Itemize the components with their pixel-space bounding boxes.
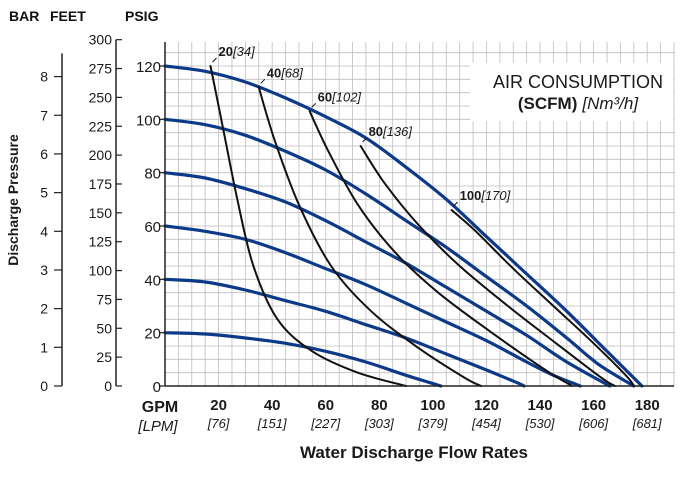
x-tick-label-gpm: 180 [635,397,660,414]
x-tick-label-gpm: 40 [264,397,281,414]
x-tick-label-gpm: 80 [371,397,388,414]
air-curve-label-20: 20[34] [219,44,256,59]
x-tick-label-lpm: [379] [417,416,447,431]
x-tick-label-gpm: 140 [528,397,553,414]
feet-tick-label: 0 [104,378,112,394]
air-curve-60 [308,110,574,387]
psig-tick-label: 0 [153,379,161,396]
bar-axis-header: BAR [9,8,39,24]
air-curve-label-metric: [68] [280,65,303,80]
x-tick-label-lpm: [530] [525,416,555,431]
axes-layer: 0204060801001200255075100125150175200225… [40,32,674,431]
air-curve-100 [450,209,635,387]
air-curve-label-metric: [34] [232,44,255,59]
feet-tick-label: 175 [89,176,113,192]
air-curve-80 [359,145,617,387]
x-tick-label-gpm: 100 [420,397,445,414]
x-tick-label-lpm: [76] [207,416,230,431]
air-curve-label-metric: [136] [382,124,412,139]
x-tick-label-gpm: 60 [317,397,334,414]
x-tick-label-gpm: 160 [581,397,606,414]
feet-tick-label: 225 [89,118,113,134]
grid-layer [165,42,675,386]
feet-tick-label: 75 [96,291,112,307]
bar-tick-label: 0 [40,378,48,394]
x-axis-label: Water Discharge Flow Rates [300,443,528,462]
feet-tick-label: 125 [89,234,113,250]
air-curve-label-value: 100 [460,188,482,203]
x-tick-label-lpm: [454] [471,416,501,431]
x-tick-label-lpm: [681] [632,416,662,431]
feet-axis-header: FEET [50,8,86,24]
x-unit-lpm: [LPM] [137,418,178,435]
x-tick-label-lpm: [227] [310,416,340,431]
chart-title-unit-metric: [Nm³/h] [581,94,639,113]
air-label-leader-100 [453,201,459,207]
feet-tick-label: 100 [89,263,113,279]
x-tick-label-lpm: [303] [364,416,394,431]
bar-tick-label: 7 [40,107,48,123]
bar-tick-label: 3 [40,262,48,278]
air-curve-label-40: 40[68] [267,65,304,80]
air-curve-label-value: 20 [219,44,233,59]
psig-tick-label: 40 [144,272,161,289]
air-curve-label-80: 80[136] [369,124,413,139]
chart-title-line1: AIR CONSUMPTION [493,72,663,92]
chart-title-unit: (SCFM) [518,94,577,113]
air-curve-40 [257,86,483,387]
air-curve-label-value: 60 [318,89,332,104]
psig-tick-label: 80 [144,166,161,183]
air-label-leader-80 [362,137,367,143]
psig-axis-header: PSIG [125,8,159,24]
air-label-leader-40 [260,78,266,84]
chart-title-line2: (SCFM) [Nm³/h] [518,94,639,113]
performance-curve-100-psig [163,117,636,388]
performance-curve-120-psig [163,64,644,388]
air-consumption-curves: 20[34] 40[68] 60[102] 80[136] 100[170] [209,44,635,387]
air-label-leader-20 [212,57,217,63]
x-tick-label-gpm: 120 [474,397,499,414]
x-tick-label-lpm: [606] [578,416,608,431]
feet-tick-label: 25 [96,349,112,365]
air-curve-label-value: 80 [369,124,383,139]
bar-tick-label: 4 [40,223,48,239]
feet-tick-label: 275 [89,61,113,77]
air-curve-label-metric: [170] [480,188,510,203]
x-unit-gpm: GPM [142,399,178,416]
feet-tick-label: 200 [89,147,113,163]
x-tick-label-gpm: 20 [210,397,227,414]
air-curve-label-metric: [102] [331,89,361,104]
psig-tick-label: 60 [144,219,161,236]
title-box [470,63,673,121]
air-label-leader-60 [311,102,317,108]
performance-curve-80-psig [163,171,612,388]
bar-tick-label: 1 [40,339,48,355]
air-curve-label-100: 100[170] [460,188,511,203]
y-axis-label: Discharge Pressure [5,134,21,266]
bar-tick-label: 8 [40,69,48,85]
psig-tick-label: 100 [136,112,161,129]
air-curve-label-60: 60[102] [318,89,362,104]
performance-curves [163,64,644,388]
feet-tick-label: 50 [96,320,112,336]
feet-tick-label: 150 [89,205,113,221]
psig-tick-label: 20 [144,326,161,343]
psig-tick-label: 120 [136,59,161,76]
bar-tick-label: 6 [40,146,48,162]
performance-curve-40-psig [163,277,526,388]
feet-tick-label: 250 [89,89,113,105]
air-curve-20 [209,65,408,387]
performance-curve-60-psig [163,224,582,388]
bar-tick-label: 2 [40,301,48,317]
bar-tick-label: 5 [40,185,48,201]
x-tick-label-lpm: [151] [257,416,287,431]
feet-tick-label: 300 [89,32,113,48]
air-curve-label-value: 40 [267,65,281,80]
